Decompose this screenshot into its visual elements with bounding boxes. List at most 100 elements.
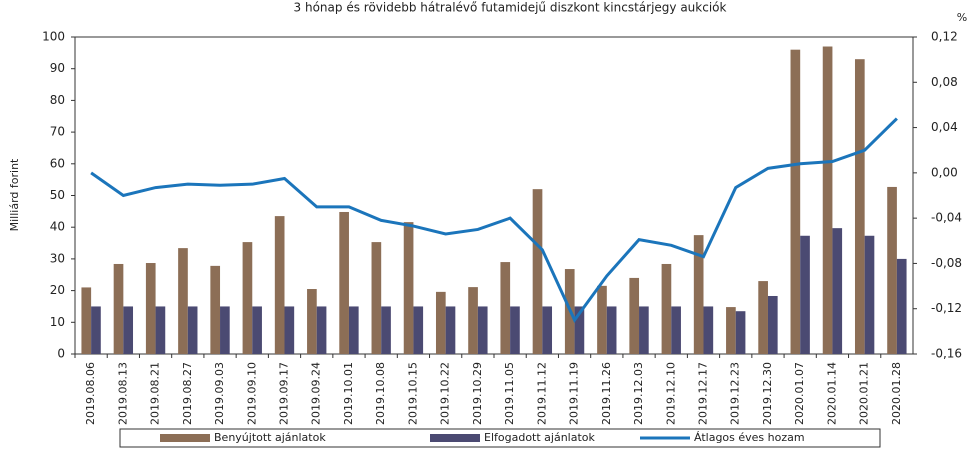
y-tick-label: 30 [50, 251, 65, 265]
y-tick-label: 20 [50, 283, 65, 297]
y2-unit: % [957, 11, 967, 24]
x-tick-label: 2019.10.29 [471, 362, 484, 425]
bar [220, 306, 230, 354]
x-tick-label: 2020.01.28 [890, 362, 903, 425]
x-tick-label: 2019.08.13 [116, 362, 129, 425]
legend-swatch [430, 434, 480, 442]
y-tick-label: 80 [50, 93, 65, 107]
y2-tick-label: -0,04 [931, 211, 962, 225]
bar [252, 306, 262, 354]
bar [597, 285, 607, 354]
bar [864, 235, 875, 354]
bar [896, 258, 907, 354]
bar [542, 306, 553, 354]
x-tick-label: 2019.11.05 [503, 362, 516, 425]
bar [671, 306, 681, 354]
bar [178, 248, 188, 354]
bar [284, 306, 295, 354]
bar [113, 263, 124, 354]
bar [187, 306, 198, 354]
bar [500, 262, 511, 354]
x-tick-label: 2019.08.06 [84, 362, 97, 425]
x-tick-label: 2019.08.27 [181, 362, 194, 425]
bar [703, 306, 714, 354]
x-tick-label: 2019.08.21 [149, 362, 162, 425]
x-tick-label: 2019.09.10 [245, 362, 258, 425]
bar [800, 235, 810, 354]
bar [693, 235, 704, 354]
bar [316, 306, 327, 354]
bar [532, 189, 543, 354]
y-tick-label: 0 [57, 347, 65, 361]
bar [242, 242, 253, 354]
bar [726, 307, 736, 354]
line [90, 117, 898, 323]
bar [854, 59, 865, 354]
x-tick-label: 2019.09.17 [278, 362, 291, 425]
bar [887, 186, 897, 354]
bar [339, 211, 349, 354]
bar [435, 291, 446, 354]
bar [445, 306, 456, 354]
x-tick-label: 2019.09.03 [213, 362, 226, 425]
bar [735, 311, 746, 354]
legend-label: Benyújtott ajánlatok [214, 431, 326, 444]
bar [348, 306, 359, 354]
x-tick-label: 2019.09.24 [310, 362, 323, 425]
x-tick-label: 2020.01.21 [858, 362, 871, 425]
x-tick-label: 2020.01.07 [793, 362, 806, 425]
chart-title: 3 hónap és rövidebb hátralévő futamidejű… [294, 1, 727, 15]
bar [639, 306, 649, 354]
y2-tick-label: -0,12 [931, 301, 962, 315]
y-tick-label: 60 [50, 156, 65, 170]
bar [274, 216, 285, 354]
x-tick-label: 2020.01.14 [825, 362, 838, 425]
y2-tick-label: 0,12 [931, 30, 958, 44]
bar [91, 306, 101, 354]
bar [767, 295, 778, 354]
x-tick-label: 2019.12.03 [632, 362, 645, 425]
bar [661, 263, 672, 354]
bar [307, 289, 317, 354]
y-tick-label: 70 [50, 125, 65, 139]
bar [477, 306, 488, 354]
y-tick-label: 10 [50, 315, 65, 329]
y-tick-label: 100 [42, 30, 65, 44]
bar [790, 49, 801, 355]
bar [371, 242, 382, 354]
legend-label: Elfogadott ajánlatok [484, 431, 596, 444]
x-tick-label: 2019.12.10 [664, 362, 677, 425]
bar [510, 306, 520, 354]
bar [832, 228, 843, 354]
bar [155, 306, 166, 354]
y2-tick-label: 0,04 [931, 120, 958, 134]
x-tick-label: 2019.12.30 [761, 362, 774, 425]
bar [822, 46, 833, 354]
y2-tick-label: -0,08 [931, 256, 962, 270]
x-tick-label: 2019.11.26 [600, 362, 613, 425]
y-tick-label: 90 [50, 61, 65, 75]
legend-box [119, 428, 881, 448]
plot-frame [74, 36, 914, 355]
bar [381, 306, 391, 354]
x-tick-label: 2019.11.12 [535, 362, 548, 425]
x-tick-label: 2019.10.01 [342, 362, 355, 425]
bar [403, 222, 414, 354]
x-tick-label: 2019.12.23 [729, 362, 742, 425]
bar [413, 306, 424, 354]
bar [758, 281, 768, 354]
bar [629, 277, 640, 354]
legend-label: Átlagos éves hozam [694, 431, 805, 444]
bar [145, 263, 156, 354]
x-tick-label: 2019.12.17 [697, 362, 710, 425]
bar [123, 306, 134, 354]
bar [574, 306, 585, 354]
bar [468, 287, 478, 354]
x-tick-label: 2019.11.19 [568, 362, 581, 425]
bar [606, 306, 617, 354]
y-tick-label: 50 [50, 188, 65, 202]
legend-swatch [160, 434, 210, 442]
y2-tick-label: 0,08 [931, 75, 958, 89]
x-tick-label: 2019.10.22 [439, 362, 452, 425]
